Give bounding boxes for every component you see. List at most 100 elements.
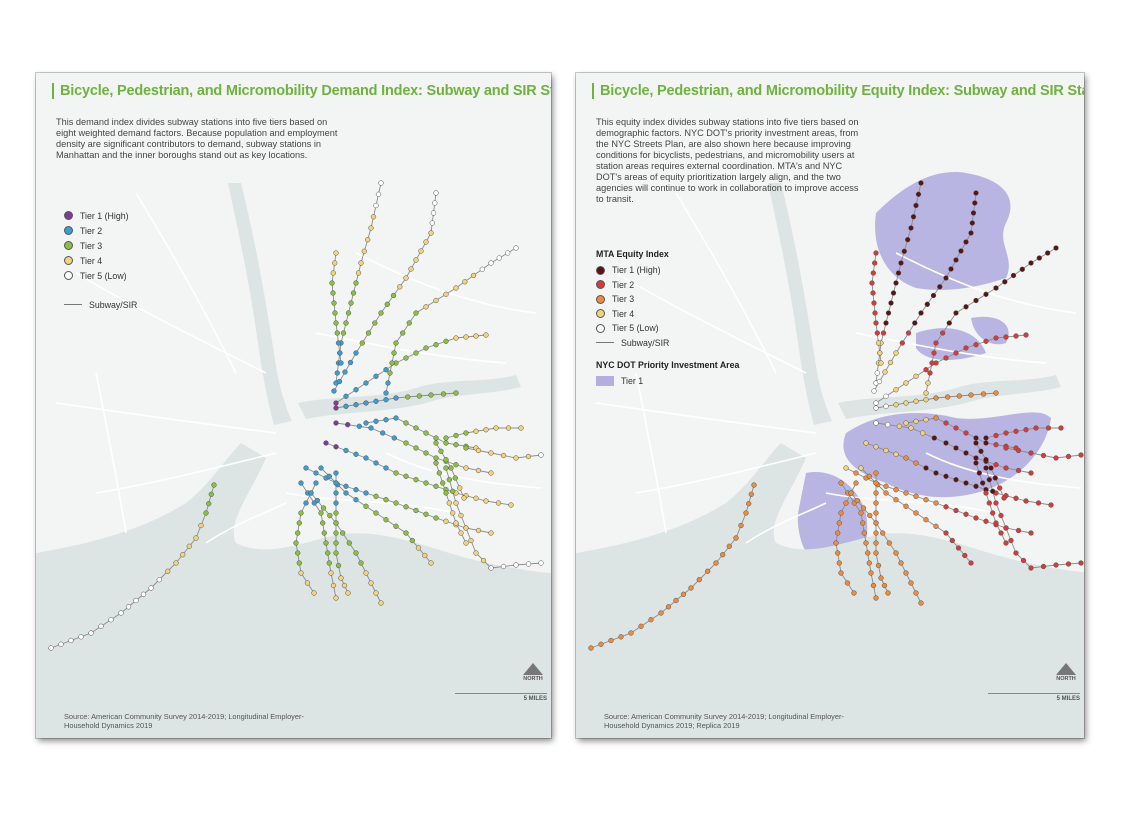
station-marker [878, 575, 884, 581]
scale-bar: 5 MILES [455, 693, 547, 702]
station-marker [463, 445, 469, 451]
station-marker [500, 563, 507, 570]
station-marker [342, 369, 348, 375]
station-marker [880, 530, 886, 536]
station-marker [943, 275, 949, 281]
road [75, 272, 267, 374]
station-marker [303, 500, 309, 506]
station-marker [393, 470, 399, 476]
station-marker [893, 550, 899, 556]
station-marker [365, 237, 371, 243]
station-marker [836, 520, 842, 526]
station-marker [973, 342, 979, 348]
station-marker [423, 511, 429, 517]
station-marker [428, 560, 434, 566]
station-marker [899, 340, 905, 346]
station-marker [480, 557, 487, 564]
station-marker [915, 191, 922, 197]
station-marker [98, 623, 104, 629]
station-marker [893, 451, 899, 457]
station-marker [925, 380, 931, 386]
station-marker [333, 530, 339, 536]
station-marker [943, 355, 949, 361]
station-marker [872, 310, 878, 316]
station-marker [148, 585, 154, 591]
station-marker [391, 350, 397, 356]
station-marker [1036, 255, 1042, 261]
station-marker [333, 550, 339, 556]
station-marker [397, 284, 403, 290]
north-arrow-icon: NORTH [521, 663, 545, 682]
station-marker [453, 390, 459, 396]
station-marker [883, 393, 889, 399]
station-marker [353, 497, 359, 503]
station-marker [353, 451, 359, 457]
station-marker [983, 457, 989, 463]
station-marker [713, 560, 719, 566]
station-marker [500, 452, 507, 459]
station-marker [335, 340, 342, 346]
station-marker [870, 582, 877, 589]
station-marker [873, 420, 879, 426]
station-marker [923, 367, 929, 373]
station-marker [983, 490, 989, 496]
station-marker [1028, 260, 1034, 266]
equity-map [576, 73, 1084, 738]
station-marker [913, 510, 919, 516]
station-marker [923, 417, 929, 423]
station-marker [973, 297, 979, 304]
station-marker [990, 510, 996, 516]
station-marker [1013, 550, 1019, 556]
station-marker [868, 570, 874, 576]
station-marker [923, 517, 929, 523]
station-marker [648, 617, 654, 623]
station-marker [330, 290, 336, 296]
station-marker [505, 425, 512, 431]
station-marker [313, 480, 319, 486]
station-marker [983, 435, 989, 441]
station-marker [350, 290, 357, 296]
station-marker [208, 491, 214, 497]
station-marker [446, 477, 452, 483]
station-marker [913, 202, 919, 209]
station-marker [393, 395, 399, 401]
station-marker [923, 397, 929, 403]
station-marker [326, 473, 332, 479]
station-marker [871, 300, 877, 306]
station-marker [378, 180, 384, 186]
station-marker [933, 500, 939, 506]
station-marker [475, 447, 482, 454]
station-marker [368, 425, 374, 431]
station-marker [353, 487, 359, 493]
station-marker [743, 510, 749, 516]
station-marker [924, 301, 930, 307]
station-marker [373, 493, 379, 499]
station-marker [343, 403, 349, 409]
station-marker [373, 398, 379, 404]
station-marker [918, 600, 924, 606]
station-marker [1065, 453, 1072, 460]
station-marker [393, 340, 399, 346]
station-marker [835, 530, 841, 536]
tier-dot-icon [64, 211, 73, 220]
station-marker [393, 415, 399, 421]
station-marker [898, 560, 904, 566]
station-marker [1045, 425, 1052, 431]
station-marker [976, 470, 982, 476]
station-marker [1013, 333, 1019, 339]
station-marker [423, 239, 429, 245]
station-marker [993, 462, 999, 468]
station-marker [948, 266, 954, 272]
station-marker [479, 266, 485, 272]
station-marker [363, 503, 369, 509]
station-marker [1065, 561, 1072, 567]
station-marker [443, 338, 449, 344]
demand-legend-subway: Subway/SIR [64, 297, 137, 312]
station-marker [453, 442, 459, 448]
station-marker [920, 430, 926, 436]
station-marker [1035, 500, 1042, 506]
station-marker [1015, 467, 1022, 474]
station-marker [986, 477, 992, 483]
station-marker [993, 285, 999, 291]
station-marker [1013, 428, 1019, 434]
